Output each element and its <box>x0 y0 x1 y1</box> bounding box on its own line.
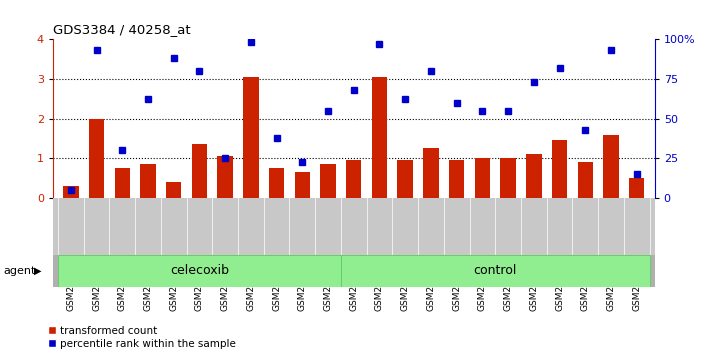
Text: agent: agent <box>4 266 36 276</box>
Text: celecoxib: celecoxib <box>170 264 229 277</box>
Bar <box>320 164 336 198</box>
Bar <box>341 255 650 287</box>
Bar <box>346 160 361 198</box>
Bar <box>372 77 387 198</box>
Bar <box>140 164 156 198</box>
Bar <box>269 169 284 198</box>
Bar <box>501 159 516 198</box>
Bar <box>526 154 541 198</box>
Text: ▶: ▶ <box>34 266 42 276</box>
Legend: transformed count, percentile rank within the sample: transformed count, percentile rank withi… <box>47 326 236 349</box>
Bar <box>115 169 130 198</box>
Bar <box>552 141 567 198</box>
Bar <box>218 156 233 198</box>
Bar <box>603 135 619 198</box>
Bar <box>577 162 593 198</box>
Bar <box>166 182 182 198</box>
Bar <box>294 172 310 198</box>
Bar <box>58 255 341 287</box>
Bar <box>89 119 104 198</box>
Bar <box>191 144 207 198</box>
Text: GDS3384 / 40258_at: GDS3384 / 40258_at <box>53 23 190 36</box>
Bar <box>423 148 439 198</box>
Text: control: control <box>474 264 517 277</box>
Bar <box>474 159 490 198</box>
Bar <box>449 160 465 198</box>
Bar <box>63 186 79 198</box>
Bar <box>629 178 644 198</box>
Bar <box>243 77 258 198</box>
Bar <box>398 160 413 198</box>
